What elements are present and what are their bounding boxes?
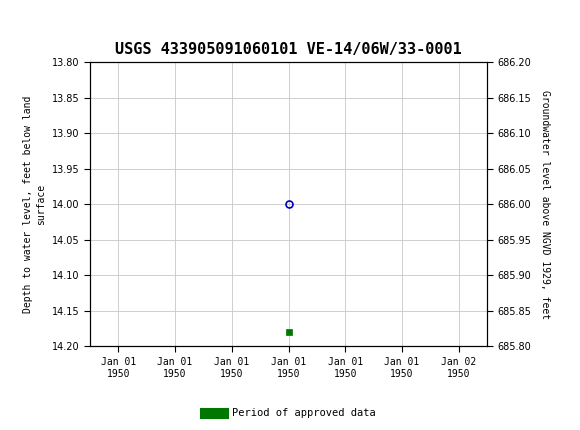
Bar (3, 3, 49, 37)
Text: USGS: USGS (38, 11, 93, 29)
Y-axis label: Depth to water level, feet below land
surface: Depth to water level, feet below land su… (23, 95, 46, 313)
Title: USGS 433905091060101 VE-14/06W/33-0001: USGS 433905091060101 VE-14/06W/33-0001 (115, 42, 462, 57)
Text: ▦: ▦ (3, 8, 27, 32)
Y-axis label: Groundwater level above NGVD 1929, feet: Groundwater level above NGVD 1929, feet (540, 90, 550, 319)
Legend: Period of approved data: Period of approved data (201, 404, 379, 423)
